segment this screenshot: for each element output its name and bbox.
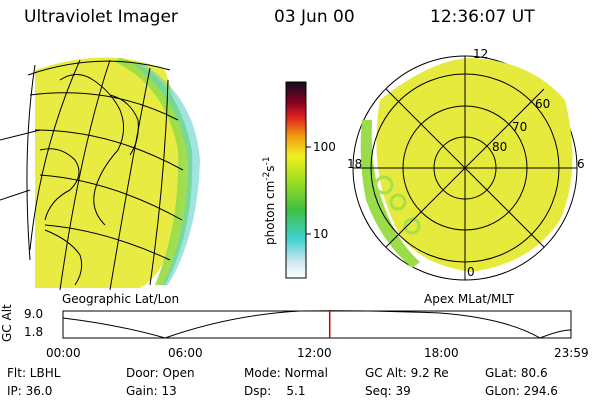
mlt-label-6: 6 xyxy=(577,157,585,171)
dsp-info: Dsp: 5.1 xyxy=(244,384,306,398)
instrument-title: Ultraviolet Imager xyxy=(24,7,178,27)
mlat-label-70: 70 xyxy=(512,120,528,134)
mlt-label-18: 18 xyxy=(347,157,363,171)
gc-alt-info: GC Alt: 9.2 Re xyxy=(365,366,449,380)
colorbar-tick-100: 100 xyxy=(313,140,336,154)
ip-info: IP: 36.0 xyxy=(7,384,53,398)
glat-info: GLat: 80.6 xyxy=(485,366,548,380)
time-label: 12:36:07 UT xyxy=(430,7,535,27)
filter-info: Flt: LBHL xyxy=(7,366,61,380)
mlt-label-12: 12 xyxy=(473,47,489,61)
time-tick-0600: 06:00 xyxy=(168,346,203,360)
mode-info: Mode: Normal xyxy=(244,366,328,380)
mlt-label-0: 0 xyxy=(467,265,475,279)
altitude-tick-max: 9.0 xyxy=(24,307,44,321)
time-tick-1800: 18:00 xyxy=(424,346,459,360)
gain-info: Gain: 13 xyxy=(126,384,177,398)
altitude-tick-min: 1.8 xyxy=(24,325,44,339)
colorbar-tick-10: 10 xyxy=(313,227,329,241)
seq-info: Seq: 39 xyxy=(365,384,411,398)
mlat-label-60: 60 xyxy=(535,97,551,111)
time-tick-1200: 12:00 xyxy=(297,346,332,360)
polar-panel-label: Apex MLat/MLT xyxy=(424,292,514,306)
glon-info: GLon: 294.6 xyxy=(485,384,558,398)
time-tick-0000: 00:00 xyxy=(46,346,81,360)
time-tick-2359: 23:59 xyxy=(554,346,589,360)
mlat-label-80: 80 xyxy=(492,140,508,154)
door-info: Door: Open xyxy=(126,366,195,380)
geographic-panel-label: Geographic Lat/Lon xyxy=(62,292,180,306)
date-label: 03 Jun 00 xyxy=(274,7,355,27)
